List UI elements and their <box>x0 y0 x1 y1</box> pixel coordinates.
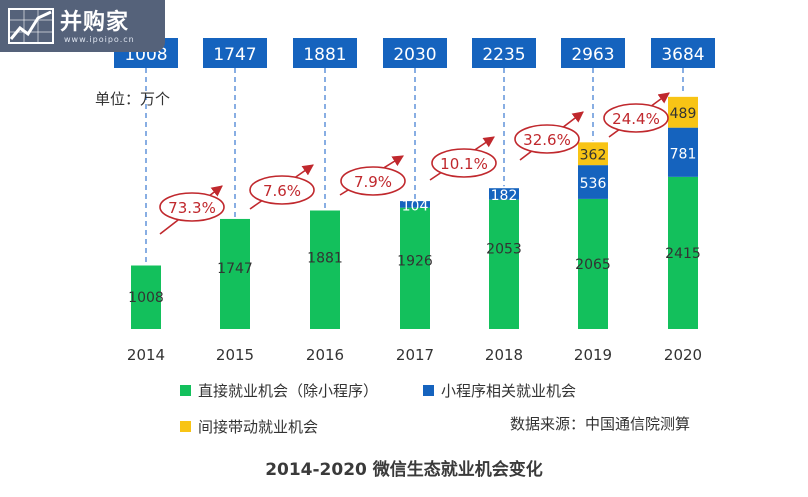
total-value: 3684 <box>661 45 704 65</box>
value-label: 362 <box>580 148 607 164</box>
growth-rate: 10.1% <box>440 155 488 173</box>
value-label: 536 <box>580 176 607 192</box>
bar-segment <box>131 265 161 329</box>
total-value: 1747 <box>213 45 256 65</box>
bar-segment <box>400 201 430 208</box>
bar-segment <box>668 96 698 128</box>
bar-layer <box>131 96 698 329</box>
logo-subtitle: www.ipoipo.cn <box>64 35 135 44</box>
value-label: 2415 <box>665 246 701 262</box>
legend-swatch <box>180 385 191 396</box>
value-label: 2065 <box>575 257 611 273</box>
growth-oval <box>603 103 669 133</box>
growth-rate: 24.4% <box>612 110 660 128</box>
bar-segment <box>310 210 340 329</box>
total-boxes: 1008 1747 1881 2030 2235 2963 3684 <box>114 38 715 68</box>
value-label: 1747 <box>217 261 253 277</box>
x-tick-label: 2019 <box>574 346 612 364</box>
growth-rate: 7.6% <box>263 182 301 200</box>
growth-oval <box>340 166 406 196</box>
growth-oval <box>514 124 580 154</box>
bar-segment <box>668 176 698 329</box>
total-box <box>561 38 625 68</box>
growth-rate: 73.3% <box>168 199 216 217</box>
value-label: 489 <box>670 106 697 122</box>
value-label: 182 <box>491 188 518 204</box>
data-source: 数据来源：中国通信院测算 <box>510 415 690 433</box>
bar-segment <box>578 165 608 199</box>
growth-oval <box>249 175 315 205</box>
growth-rate: 7.9% <box>354 173 392 191</box>
x-tick-label: 2016 <box>306 346 344 364</box>
growth-oval <box>431 148 497 178</box>
bar-segment <box>400 207 430 329</box>
value-label: 104 <box>402 198 429 214</box>
total-value: 1881 <box>303 45 346 65</box>
total-box <box>203 38 267 68</box>
value-labels: 1008 1747 1881 1926 104 2053 182 2065 536 362 2415… <box>128 106 701 306</box>
growth-oval <box>159 192 225 222</box>
legend-label: 小程序相关就业机会 <box>441 382 576 400</box>
chart-logo-icon <box>8 8 54 44</box>
total-value: 2030 <box>393 45 436 65</box>
chart-caption: 2014-2020 微信生态就业机会变化 <box>265 459 543 480</box>
value-label: 2053 <box>486 241 522 257</box>
total-value: 2235 <box>482 45 525 65</box>
x-tick-label: 2014 <box>127 346 165 364</box>
value-label: 1008 <box>128 290 164 306</box>
legend-swatch <box>423 385 434 396</box>
bar-segment <box>220 218 250 329</box>
unit-label: 单位：万个 <box>95 90 170 108</box>
x-tick-label: 2015 <box>216 346 254 364</box>
value-label: 781 <box>670 146 697 162</box>
value-label: 1881 <box>307 251 343 267</box>
bar-segment <box>668 127 698 177</box>
total-value: 2963 <box>571 45 614 65</box>
value-label: 1926 <box>397 253 433 269</box>
legend-label: 直接就业机会（除小程序） <box>198 382 378 400</box>
logo-badge: 并购家 www.ipoipo.cn <box>0 0 165 52</box>
total-box <box>293 38 357 68</box>
x-tick-label: 2018 <box>485 346 523 364</box>
bar-segment <box>489 188 519 200</box>
x-tick-label: 2017 <box>396 346 434 364</box>
dashed-guides <box>145 68 684 264</box>
legend-swatch <box>180 421 191 432</box>
logo-title: 并购家 <box>60 10 130 35</box>
bar-segment <box>489 199 519 329</box>
growth-rate: 32.6% <box>523 131 571 149</box>
legend-label: 间接带动就业机会 <box>198 418 318 436</box>
x-tick-label: 2020 <box>664 346 702 364</box>
bar-segment <box>578 198 608 329</box>
total-box <box>472 38 536 68</box>
growth-annotations: 73.3% 7.6% 7.9% 10.1% 32.6% 24.4% <box>159 92 670 235</box>
x-axis-ticks: 2014 2015 2016 2017 2018 2019 2020 <box>127 346 702 364</box>
total-box <box>651 38 715 68</box>
bar-segment <box>578 142 608 166</box>
total-box <box>383 38 447 68</box>
